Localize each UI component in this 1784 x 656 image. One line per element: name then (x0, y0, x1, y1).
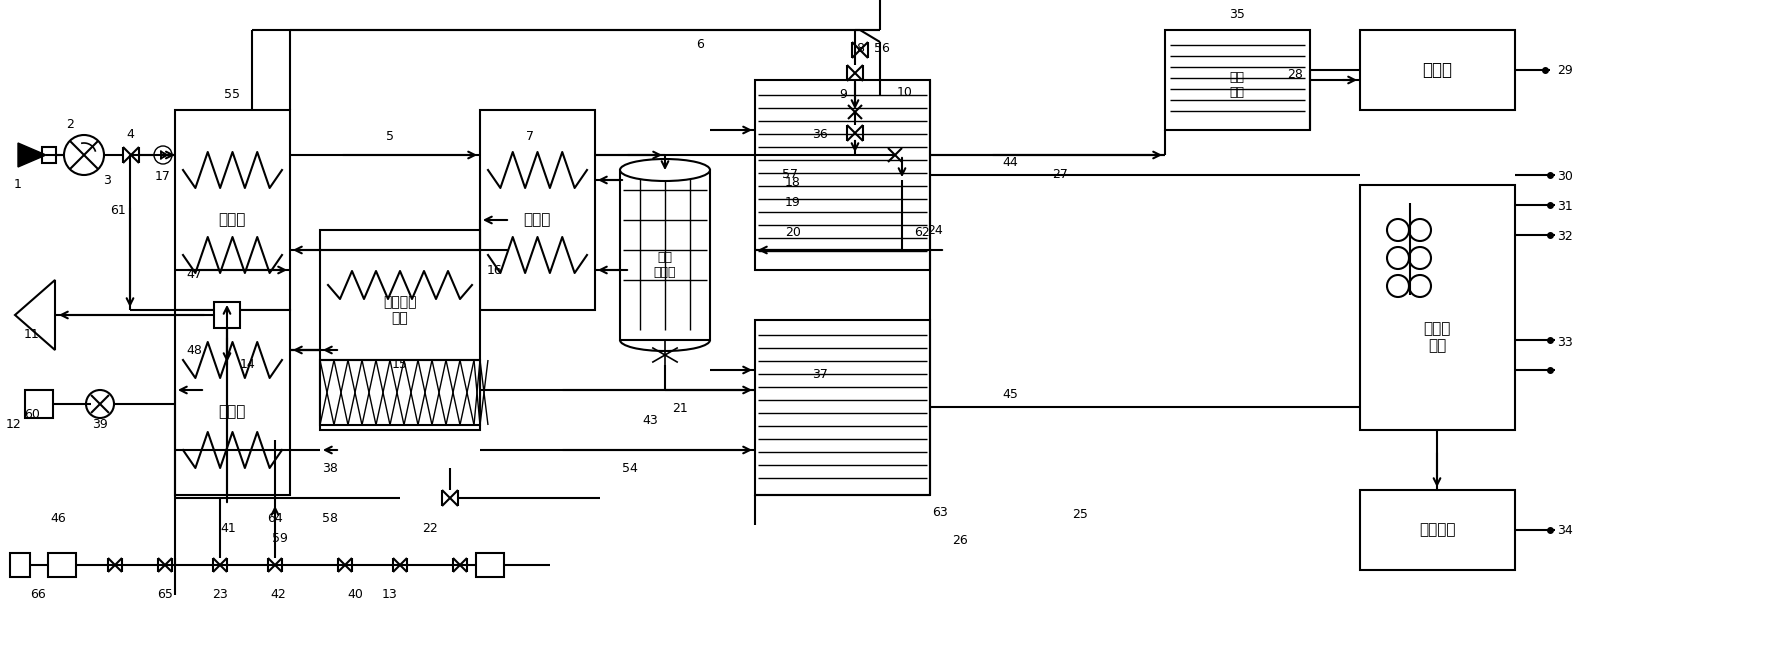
Text: 12: 12 (5, 419, 21, 432)
Bar (175, 310, 291, 495)
Polygon shape (18, 143, 46, 167)
Bar (319, 230, 480, 430)
Text: 43: 43 (642, 413, 658, 426)
Bar (214, 302, 241, 328)
Text: 32: 32 (1557, 230, 1573, 243)
Text: 31: 31 (1557, 201, 1573, 213)
Text: 39: 39 (93, 419, 107, 432)
Text: 58: 58 (321, 512, 337, 525)
Text: 蔷发器: 蔷发器 (218, 405, 246, 419)
Polygon shape (14, 280, 55, 350)
Bar (755, 320, 929, 495)
Text: 15: 15 (392, 358, 409, 371)
Text: 1: 1 (14, 178, 21, 192)
Text: 54: 54 (623, 462, 639, 474)
Text: 24: 24 (928, 224, 944, 237)
Text: 16: 16 (487, 264, 503, 276)
Text: 换热器: 换热器 (523, 213, 551, 228)
Text: 18: 18 (785, 176, 801, 190)
Bar (11, 553, 30, 577)
Text: 26: 26 (953, 533, 969, 546)
Text: 5: 5 (385, 131, 394, 144)
Text: 22: 22 (423, 522, 437, 535)
Text: 17: 17 (155, 171, 171, 184)
Text: 35: 35 (1229, 9, 1245, 22)
Text: 40: 40 (348, 588, 362, 602)
Bar (1165, 30, 1309, 130)
Text: 38: 38 (323, 462, 337, 474)
Text: 42: 42 (269, 588, 285, 602)
Text: 46: 46 (50, 512, 66, 525)
Text: 47: 47 (186, 268, 202, 281)
Text: 换热器: 换热器 (218, 213, 246, 228)
Bar (319, 360, 480, 425)
Text: 65: 65 (157, 588, 173, 602)
Bar (1359, 30, 1515, 110)
Text: 2: 2 (66, 119, 73, 131)
Text: 61: 61 (111, 203, 127, 216)
Text: 7: 7 (526, 131, 533, 144)
Text: 41: 41 (219, 522, 235, 535)
Text: 48: 48 (186, 344, 202, 356)
Bar (25, 390, 54, 418)
Bar (175, 110, 291, 310)
Bar (755, 80, 929, 270)
Bar (48, 553, 77, 577)
Text: 水蒸气重
整器: 水蒸气重 整器 (384, 295, 417, 325)
Text: 控制器: 控制器 (1422, 61, 1452, 79)
Text: 30: 30 (1557, 171, 1573, 184)
Text: 尾气
燃烧室: 尾气 燃烧室 (653, 251, 676, 279)
Text: 59: 59 (273, 531, 287, 544)
Bar (1359, 490, 1515, 570)
Ellipse shape (621, 159, 710, 181)
Text: 45: 45 (1003, 388, 1019, 401)
Text: 44: 44 (1003, 157, 1019, 169)
Text: 信号
处理: 信号 处理 (1229, 71, 1245, 99)
Text: 9: 9 (838, 89, 847, 102)
Text: 28: 28 (1286, 68, 1302, 81)
Bar (476, 553, 505, 577)
Text: 6: 6 (696, 39, 705, 52)
Text: 10: 10 (897, 85, 913, 98)
Text: 功率变
换器: 功率变 换器 (1424, 321, 1450, 353)
Text: 25: 25 (1072, 508, 1088, 522)
Text: 57: 57 (781, 169, 797, 182)
Text: 4: 4 (127, 129, 134, 142)
Text: 56: 56 (874, 41, 890, 54)
Bar (43, 147, 55, 163)
Text: 66: 66 (30, 588, 46, 602)
Text: 60: 60 (23, 409, 39, 422)
Text: 11: 11 (25, 329, 39, 342)
Text: 55: 55 (225, 89, 241, 102)
Text: 14: 14 (241, 358, 255, 371)
Text: 64: 64 (268, 512, 284, 525)
Text: 36: 36 (812, 129, 828, 142)
Bar (1359, 185, 1515, 430)
Text: 34: 34 (1557, 523, 1573, 537)
Text: 27: 27 (1053, 169, 1069, 182)
Bar (480, 110, 596, 310)
Text: 37: 37 (812, 369, 828, 382)
Bar (621, 170, 710, 340)
Text: 3: 3 (103, 173, 111, 186)
Text: 23: 23 (212, 588, 228, 602)
Text: 储能装置: 储能装置 (1418, 522, 1456, 537)
Text: 29: 29 (1557, 64, 1573, 77)
Text: 20: 20 (785, 226, 801, 239)
Text: 62: 62 (913, 226, 929, 239)
Text: 33: 33 (1557, 335, 1573, 348)
Text: 19: 19 (785, 197, 801, 209)
Text: 21: 21 (673, 401, 689, 415)
Text: 13: 13 (382, 588, 398, 602)
Text: 8: 8 (856, 41, 863, 54)
Text: 63: 63 (931, 506, 947, 520)
